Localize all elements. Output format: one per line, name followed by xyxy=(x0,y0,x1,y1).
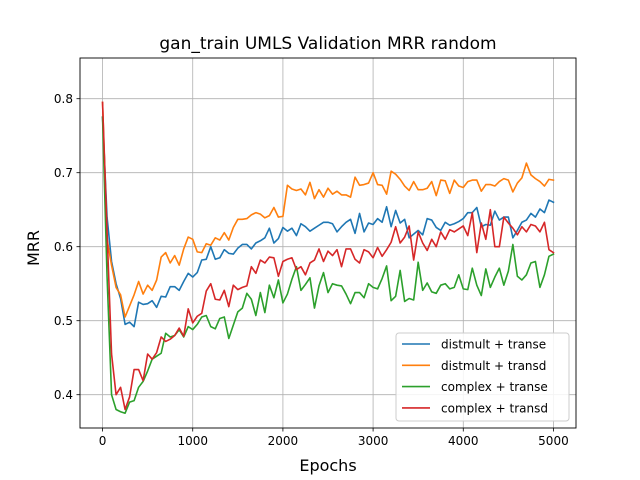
series-lines xyxy=(101,101,555,415)
x-tick-label: 1000 xyxy=(177,434,208,448)
legend-label-4: complex + transd xyxy=(441,401,548,415)
x-axis-ticks: 0 1000 2000 3000 4000 5000 xyxy=(99,428,569,448)
series-line-4 xyxy=(101,101,555,411)
legend-label-1: distmult + transe xyxy=(441,338,546,352)
y-axis-ticks: 0.4 0.5 0.6 0.7 0.8 xyxy=(54,92,80,402)
chart-title: gan_train UMLS Validation MRR random xyxy=(159,34,496,54)
legend-label-3: complex + transe xyxy=(441,380,548,394)
grid-lines xyxy=(80,58,576,428)
x-axis-label: Epochs xyxy=(299,456,356,475)
legend-box xyxy=(395,332,570,422)
y-axis-label: MRR xyxy=(24,230,43,266)
y-tick-label: 0.5 xyxy=(54,314,73,328)
series-line-1 xyxy=(101,116,555,328)
y-tick-label: 0.4 xyxy=(54,388,73,402)
x-tick-label: 0 xyxy=(99,434,107,448)
legend: distmult + transe distmult + transd comple… xyxy=(395,332,570,422)
y-tick-label: 0.6 xyxy=(54,240,73,254)
y-tick-label: 0.8 xyxy=(54,92,73,106)
y-tick-label: 0.7 xyxy=(54,166,73,180)
plot-frame xyxy=(79,57,577,429)
legend-label-2: distmult + transd xyxy=(441,359,546,373)
x-tick-label: 4000 xyxy=(448,434,479,448)
x-tick-label: 2000 xyxy=(268,434,299,448)
x-tick-label: 3000 xyxy=(358,434,389,448)
series-line-2 xyxy=(101,101,555,318)
x-tick-label: 5000 xyxy=(538,434,569,448)
